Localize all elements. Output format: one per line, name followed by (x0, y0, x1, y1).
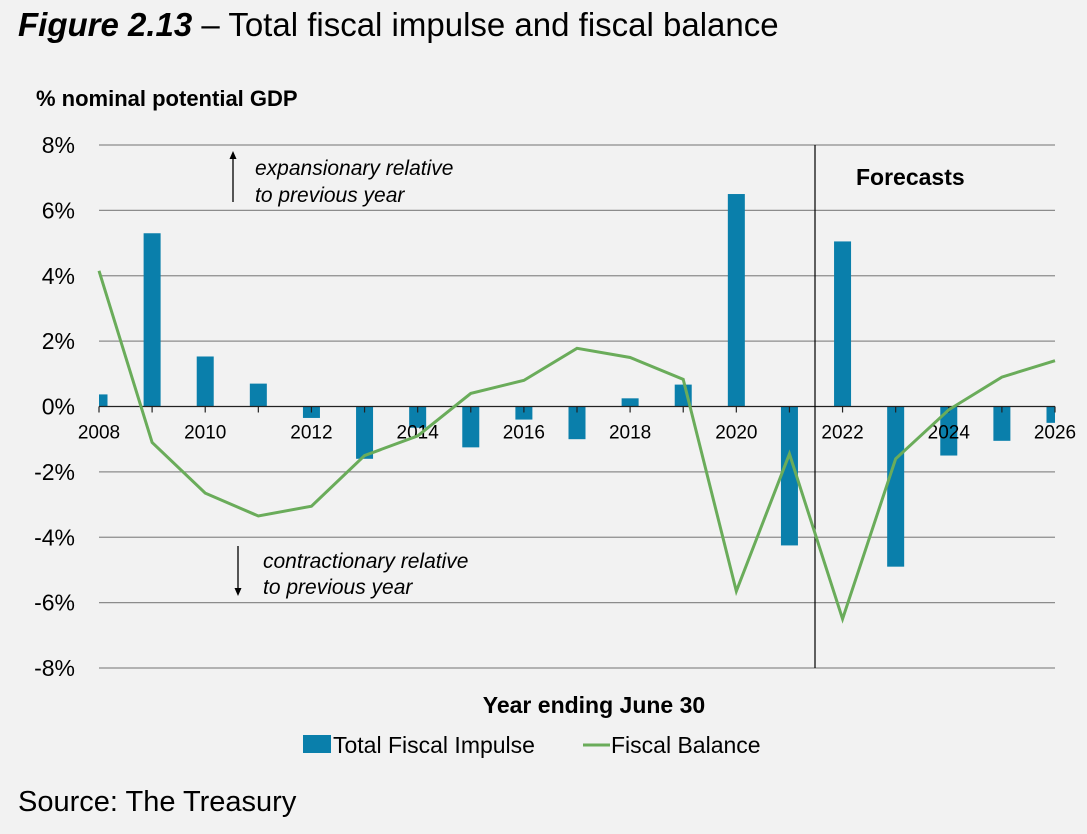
bar-2014 (409, 406, 427, 428)
x-axis-label: Year ending June 30 (483, 692, 705, 718)
y-tick-label: 6% (42, 197, 75, 223)
figure-dash: – (192, 6, 229, 43)
legend-label-impulse: Total Fiscal Impulse (333, 732, 535, 758)
legend-label-balance: Fiscal Balance (611, 732, 761, 758)
bar-2026 (1046, 406, 1055, 423)
figure-title-text: Total fiscal impulse and fiscal balance (228, 6, 779, 43)
expansionary-line1: expansionary relative (255, 157, 453, 180)
y-tick-label: -4% (34, 524, 75, 550)
bar-2021 (780, 406, 798, 546)
bars-total-fiscal-impulse (99, 194, 1055, 567)
contractionary-line1: contractionary relative (263, 550, 468, 573)
bar-2008 (99, 394, 108, 407)
x-tick-label: 2020 (715, 423, 757, 444)
x-tick-label: 2026 (1034, 423, 1076, 444)
bar-2013 (356, 406, 374, 459)
y-tick-label: 0% (42, 394, 75, 420)
legend-swatch-bar (303, 735, 331, 753)
x-tick-label: 2008 (78, 423, 120, 444)
up-arrowhead-icon (229, 151, 237, 159)
bar-2024 (940, 406, 958, 456)
y-tick-label: 4% (42, 263, 75, 289)
x-tick-label: 2022 (821, 423, 863, 444)
bar-2009 (143, 233, 161, 407)
x-tick-label: 2018 (609, 423, 651, 444)
figure-number: Figure 2.13 (18, 6, 193, 43)
bar-2010 (196, 356, 214, 407)
line-fiscal-balance (97, 270, 1056, 624)
x-ticks: 2008 2010 2012 2014 2016 2018 2020 2022 2024 2026 (78, 406, 1076, 444)
bar-2018 (621, 398, 639, 407)
bar-2016 (515, 406, 533, 420)
bar-2022 (834, 241, 852, 407)
y-tick-label: -8% (34, 655, 75, 681)
legend: Total Fiscal Impulse Fiscal Balance (303, 732, 761, 758)
contractionary-annotation: contractionary relative to previous year (234, 546, 468, 599)
bar-2023 (887, 406, 905, 567)
y-axis-label: % nominal potential GDP (36, 86, 298, 111)
figure-title: Figure 2.13 – Total fiscal impulse and f… (18, 6, 779, 44)
y-tick-label: 2% (42, 328, 75, 354)
down-arrowhead-icon (234, 588, 242, 596)
expansionary-annotation: expansionary relative to previous year (229, 151, 453, 207)
contractionary-line2: to previous year (263, 576, 413, 599)
x-tick-label: 2012 (290, 423, 332, 444)
x-tick-label: 2024 (928, 423, 971, 444)
source-note: Source: The Treasury (18, 786, 297, 818)
y-tick-label: -2% (34, 459, 75, 485)
bar-2017 (568, 406, 586, 440)
bar-2015 (462, 406, 480, 448)
x-tick-label: 2010 (184, 423, 226, 444)
bar-2011 (249, 383, 267, 407)
y-tick-label: 8% (42, 132, 75, 158)
x-tick-label: 2016 (503, 423, 545, 444)
y-tick-labels: 8% 6% 4% 2% 0% -2% -4% -6% -8% (34, 132, 75, 681)
y-tick-label: -6% (34, 590, 75, 616)
expansionary-line2: to previous year (255, 184, 405, 207)
bar-2025 (993, 406, 1011, 441)
forecasts-label: Forecasts (856, 164, 965, 190)
bar-2020 (727, 194, 745, 407)
